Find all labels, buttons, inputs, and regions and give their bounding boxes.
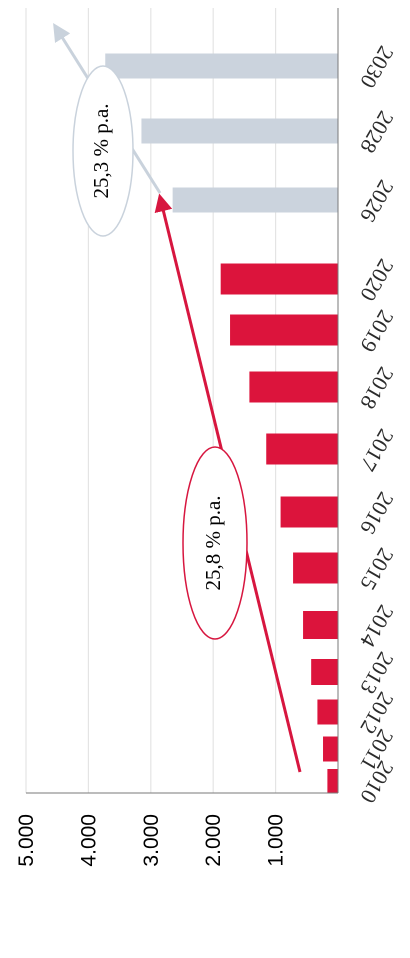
bar-2019 bbox=[230, 314, 338, 346]
growth-annotations: 25,8 % p.a. 25,3 % p.a. bbox=[53, 22, 302, 773]
growth-label-bubble bbox=[182, 446, 248, 640]
category-label: 2020 bbox=[355, 255, 399, 306]
bar-2013 bbox=[311, 659, 338, 685]
category-label: 2019 bbox=[355, 306, 399, 357]
category-label: 2030 bbox=[355, 42, 399, 93]
bar-2018 bbox=[249, 371, 338, 403]
bar-2016 bbox=[280, 496, 338, 528]
bar-2014 bbox=[303, 611, 338, 639]
axis-tick-label: 5.000 bbox=[15, 814, 38, 867]
axis-tick-label: 4.000 bbox=[77, 814, 100, 867]
growth-label-bubble bbox=[72, 65, 134, 237]
category-label: 2015 bbox=[355, 544, 399, 595]
bar-2023 bbox=[105, 53, 338, 79]
category-label: 2018 bbox=[355, 363, 399, 414]
axis-tick-label: 2.000 bbox=[202, 814, 225, 867]
bar-2022 bbox=[141, 118, 338, 144]
bar-2012 bbox=[317, 699, 338, 725]
category-label: 2026 bbox=[355, 176, 399, 227]
bar-series bbox=[105, 53, 338, 793]
category-label: 2017 bbox=[355, 425, 399, 476]
bar-2011 bbox=[323, 736, 338, 762]
value-axis: 1.000 2.000 3.000 4.000 5.000 bbox=[15, 8, 339, 867]
category-label: 2016 bbox=[355, 488, 399, 539]
bar-2021 bbox=[172, 187, 338, 213]
bar-2017 bbox=[266, 433, 338, 465]
axis-tick-label: 3.000 bbox=[140, 814, 163, 867]
category-labels: 2010201120122013201420152016201720182019… bbox=[355, 42, 399, 808]
category-label: 2014 bbox=[355, 601, 399, 652]
bar-2015 bbox=[293, 552, 338, 584]
bar-2020 bbox=[220, 263, 338, 295]
growth-rate-label: 25,8 % p.a. bbox=[201, 495, 225, 590]
axis-tick-label: 1.000 bbox=[265, 814, 288, 867]
category-label: 2013 bbox=[355, 648, 399, 699]
growth-rate-label: 25,3 % p.a. bbox=[89, 103, 113, 198]
category-label: 2028 bbox=[355, 107, 399, 158]
bar-2010 bbox=[327, 769, 338, 793]
